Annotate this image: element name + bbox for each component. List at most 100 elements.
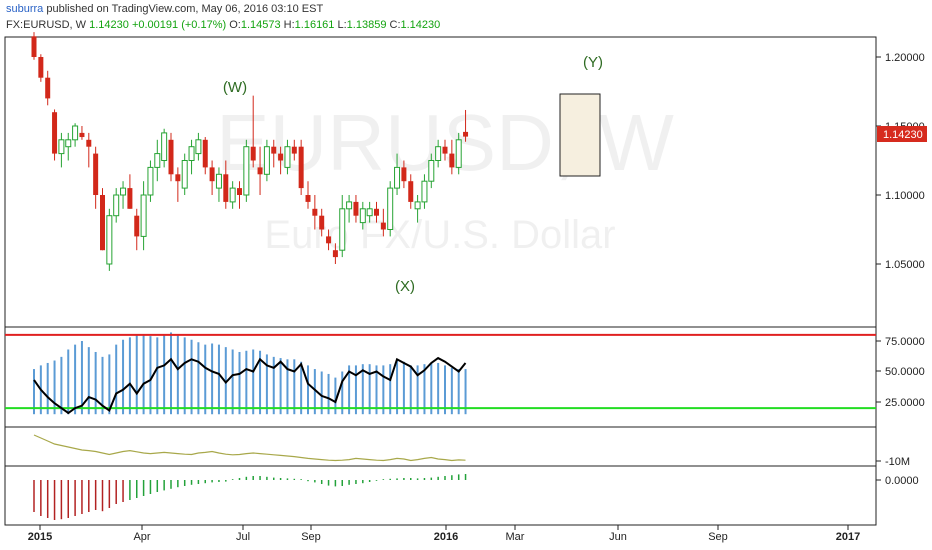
publish-line: suburra published on TradingView.com, Ma… [6,3,323,15]
candle-body [120,187,127,196]
time-label: 2015 [28,531,52,543]
candle-body [65,139,72,148]
symbol-label: FX:EURUSD, W [6,19,87,31]
candle-body [100,195,105,251]
candle-body [93,153,99,195]
candle-body [113,194,120,217]
candle-body [215,173,222,189]
high-label: H: [283,19,295,31]
candle-body [79,132,85,138]
price-axis[interactable]: 1.20000 1.15000 1.10000 1.05000 1.14230 [876,52,927,271]
time-label: 2016 [434,531,458,543]
candle-body [319,215,325,230]
time-label: Apr [133,531,150,543]
candle-body [72,125,79,141]
candle-body [237,188,242,195]
osc-tick: 75.0000 [885,336,925,348]
high-value: 1.16161 [294,19,335,31]
candle-body [161,132,168,161]
candle-body [284,146,291,168]
last-price: 1.14230 [89,19,129,31]
candle-body [387,187,394,231]
candle-body [421,180,428,203]
candle-body [250,146,256,161]
current-price-label: 1.14230 [883,129,923,141]
candle-body [401,167,407,182]
candle-body [52,112,58,154]
oscillator-axis[interactable]: 75.0000 50.0000 25.0000 [876,336,925,409]
candle-body [305,195,311,202]
candle-body [463,131,469,137]
candle-body [154,153,161,168]
oscillator-line [33,356,467,415]
candle-body [326,236,332,244]
candle-body [414,201,421,210]
candle-body [175,174,181,182]
osc-tick: 50.0000 [885,366,925,378]
candle-body [58,139,65,155]
time-axis[interactable]: 2015 Apr Jul Sep 2016 Mar Jun Sep 2017 [28,525,860,543]
candle-body [140,194,147,237]
candle-body [38,57,44,78]
time-label: Mar [506,531,525,543]
histogram-axis[interactable]: 0.0000 [876,475,919,487]
price-tick: 1.20000 [885,52,925,64]
wave-label-x: (X) [395,278,415,295]
oscillator-layer [5,332,876,415]
candle-body [394,166,401,189]
time-label: Jun [609,531,627,543]
candle-body [168,139,174,175]
price-tick: 1.10000 [885,190,925,202]
chart-frame [4,36,877,526]
close-label: C: [389,19,401,31]
price-change: +0.00191 (+0.17%) [131,19,227,31]
candle-body [332,250,338,258]
candle-body [134,215,140,237]
ohlc-line: FX:EURUSD, W 1.14230 +0.00191 (+0.17%) O… [6,19,440,31]
candle-body [442,146,448,154]
candle-body [127,188,133,209]
candle-body [31,36,37,57]
time-label: Sep [708,531,728,543]
open-value: 1.14573 [240,19,281,31]
wave-label-y: (Y) [583,54,603,71]
candle-body [353,201,359,216]
watermark-description: Euro FX/U.S. Dollar [264,213,615,257]
volume-axis[interactable]: -10M [876,456,910,468]
published-text: published on TradingView.com, May 06, 20… [43,3,324,15]
candle-body [181,160,188,189]
candle-body [359,208,366,224]
candle-body [147,166,154,196]
author-name[interactable]: suburra [6,3,44,15]
candle-body [188,146,195,161]
volume-layer [33,434,466,462]
candle-body [223,174,229,202]
time-label: Jul [236,531,250,543]
open-label: O: [229,19,241,31]
candle-body [202,139,208,168]
candle-body [278,153,284,161]
candle-body [243,146,250,196]
low-value: 1.13859 [346,19,387,31]
candle-body [291,146,297,154]
candle-body [263,146,270,175]
candle-body [106,215,113,265]
candle-body [195,139,202,155]
volume-line [33,434,466,462]
candle-body [449,153,455,168]
highlight-box [559,93,601,177]
candle-body [312,208,318,216]
candle-body [339,208,346,251]
candle-body [45,77,51,99]
candle-body [380,222,386,230]
low-label: L: [337,19,347,31]
time-label: 2017 [836,531,860,543]
candle-body [298,146,304,189]
osc-tick: 25.0000 [885,397,925,409]
candle-body [435,146,442,161]
current-price-badge [877,126,927,142]
candle-body [229,187,236,203]
candles-layer [31,32,469,271]
time-label: Sep [301,531,321,543]
